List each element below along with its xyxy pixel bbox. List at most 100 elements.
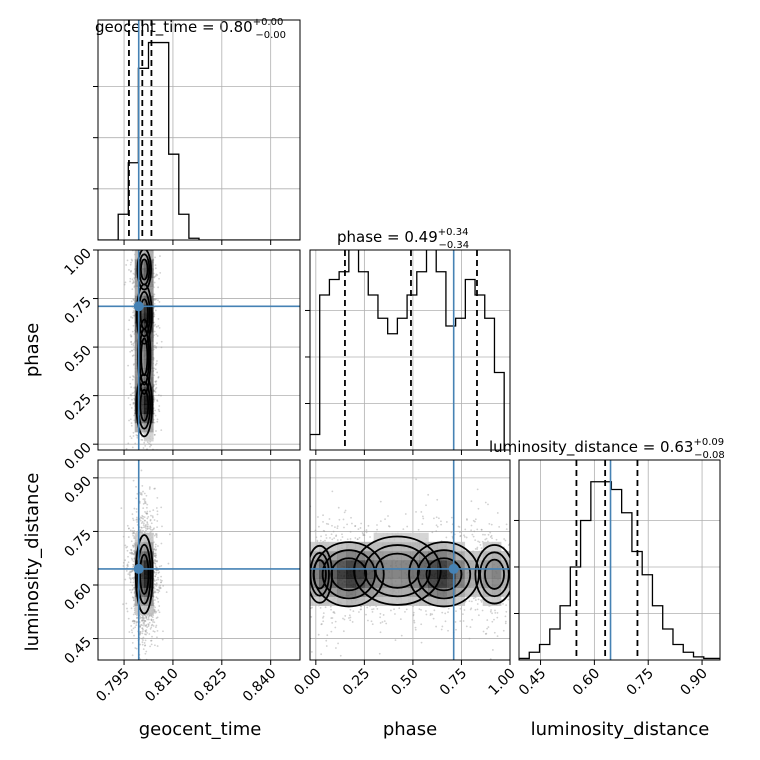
scatter-point [153, 324, 156, 327]
scatter-point [466, 519, 468, 521]
scatter-point [454, 621, 457, 623]
scatter-point [151, 244, 153, 246]
scatter-point [135, 434, 138, 436]
scatter-point [466, 518, 468, 520]
scatter-point [320, 623, 323, 626]
scatter-point [321, 623, 323, 625]
scatter-point [158, 301, 161, 303]
density-cell [482, 569, 493, 579]
scatter-point [156, 520, 159, 522]
scatter-point [444, 620, 447, 623]
scatter-point [146, 522, 149, 525]
scatter-point [332, 611, 335, 614]
scatter-point [140, 469, 143, 472]
scatter-point [154, 546, 157, 548]
scatter-point [148, 488, 151, 490]
scatter-point [140, 522, 143, 524]
density-cell [491, 596, 502, 606]
scatter-point [147, 615, 150, 618]
scatter-point [133, 397, 136, 400]
scatter-point [470, 524, 473, 527]
scatter-point [390, 609, 392, 612]
scatter-point [490, 523, 493, 526]
scatter-point [126, 259, 129, 262]
scatter-point [153, 421, 156, 424]
scatter-point [450, 516, 453, 519]
scatter-point [356, 538, 359, 540]
scatter-point [132, 403, 135, 405]
scatter-point [124, 559, 127, 562]
density-cell [391, 532, 402, 543]
scatter-point [480, 600, 483, 603]
scatter-point [307, 574, 309, 576]
scatter-point [153, 344, 156, 347]
scatter-point [151, 635, 153, 638]
scatter-point [133, 299, 136, 302]
scatter-point [140, 438, 143, 441]
scatter-point [474, 520, 476, 523]
scatter-point [286, 544, 288, 546]
scatter-point [322, 529, 325, 532]
contour-line [140, 337, 149, 377]
scatter-point [398, 607, 401, 610]
scatter-point [330, 533, 333, 536]
density-cell [410, 578, 420, 588]
scatter-point [132, 581, 135, 584]
scatter-point [528, 564, 530, 566]
density-cell [337, 550, 347, 561]
scatter-point [153, 315, 156, 318]
scatter-point [132, 578, 135, 581]
scatter-point [527, 597, 529, 599]
scatter-point [150, 614, 152, 617]
scatter-point [123, 283, 126, 286]
scatter-point [142, 616, 145, 619]
scatter-point [122, 245, 124, 247]
scatter-point [365, 613, 367, 616]
scatter-point [159, 579, 162, 581]
scatter-point [154, 267, 157, 270]
scatter-point [369, 536, 371, 538]
scatter-point [154, 414, 157, 417]
density-cell [310, 541, 320, 552]
scatter-point [129, 551, 131, 554]
scatter-point [322, 620, 325, 623]
scatter-point [303, 625, 305, 627]
scatter-point [306, 549, 308, 551]
scatter-point [477, 540, 479, 543]
density-cell [355, 578, 366, 588]
scatter-point [133, 414, 135, 417]
density-cell [437, 578, 447, 588]
scatter-point [292, 587, 294, 589]
scatter-point [155, 584, 158, 587]
scatter-point [406, 525, 409, 528]
scatter-point [127, 555, 129, 558]
scatter-point [477, 598, 480, 601]
scatter-point [322, 617, 324, 619]
scatter-point [306, 558, 308, 560]
scatter-point [479, 543, 482, 546]
scatter-point [405, 608, 408, 611]
scatter-point [447, 607, 450, 610]
scatter-point [152, 528, 155, 531]
scatter-point [151, 515, 154, 518]
scatter-point [155, 333, 158, 336]
scatter-point [154, 275, 157, 277]
scatter-point [155, 386, 158, 389]
scatter-point [507, 598, 510, 601]
scatter-point [129, 350, 132, 353]
scatter-point [130, 570, 133, 573]
scatter-point [336, 525, 339, 528]
density-cell [500, 587, 510, 597]
scatter-point [140, 619, 143, 622]
scatter-point [133, 532, 136, 535]
scatter-point [474, 548, 477, 550]
scatter-point [476, 603, 479, 605]
density-cell [373, 578, 384, 588]
contour-line [353, 535, 442, 606]
scatter-point [349, 530, 352, 533]
scatter-point [441, 611, 444, 614]
density-cell [419, 532, 429, 543]
scatter-point [165, 591, 168, 594]
scatter-point [145, 616, 148, 619]
scatter-point [132, 545, 135, 547]
